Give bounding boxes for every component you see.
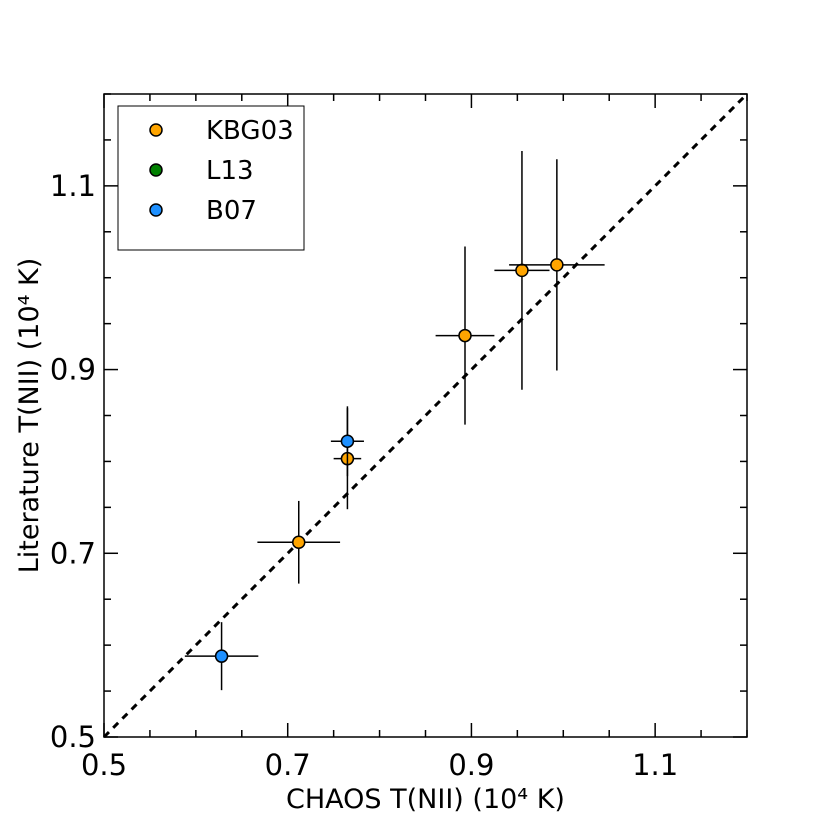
y-tick-label: 1.1 <box>50 169 96 203</box>
x-tick-label: 0.9 <box>448 748 494 782</box>
legend-label-b07: B07 <box>206 196 257 226</box>
b07-point <box>214 649 229 663</box>
legend-label-l13: L13 <box>206 156 254 186</box>
y-axis-label: Literature T(NII) (10⁴ K) <box>14 258 45 574</box>
kbg03-point <box>458 328 472 343</box>
tick-layer <box>103 93 748 738</box>
x-tick-label: 0.7 <box>265 748 311 782</box>
legend-marker-l13 <box>149 163 163 177</box>
legend-label-kbg03: KBG03 <box>206 116 294 146</box>
x-tick-label: 0.5 <box>81 748 127 782</box>
one-to-one-reference-line <box>102 92 749 739</box>
plot-frame <box>103 93 748 738</box>
legend: KBG03 L13 B07 <box>117 105 305 251</box>
kbg03-point <box>515 263 529 278</box>
kbg03-point <box>550 258 564 272</box>
x-axis-label: CHAOS T(NII) (10⁴ K) <box>286 784 565 815</box>
legend-marker-kbg03 <box>149 123 163 137</box>
kbg03-point <box>291 535 306 550</box>
y-tick-label: 0.9 <box>50 353 96 387</box>
tick-label-layer: 0.5 0.7 0.9 1.1 0.5 0.7 0.9 1.1 <box>50 169 678 782</box>
b07-point <box>340 434 355 448</box>
y-tick-label: 0.7 <box>50 536 96 570</box>
legend-box <box>117 105 305 251</box>
y-tick-label: 0.5 <box>50 720 96 754</box>
data-layer <box>184 150 605 691</box>
legend-marker-b07 <box>149 203 163 217</box>
x-tick-label: 1.1 <box>632 748 678 782</box>
